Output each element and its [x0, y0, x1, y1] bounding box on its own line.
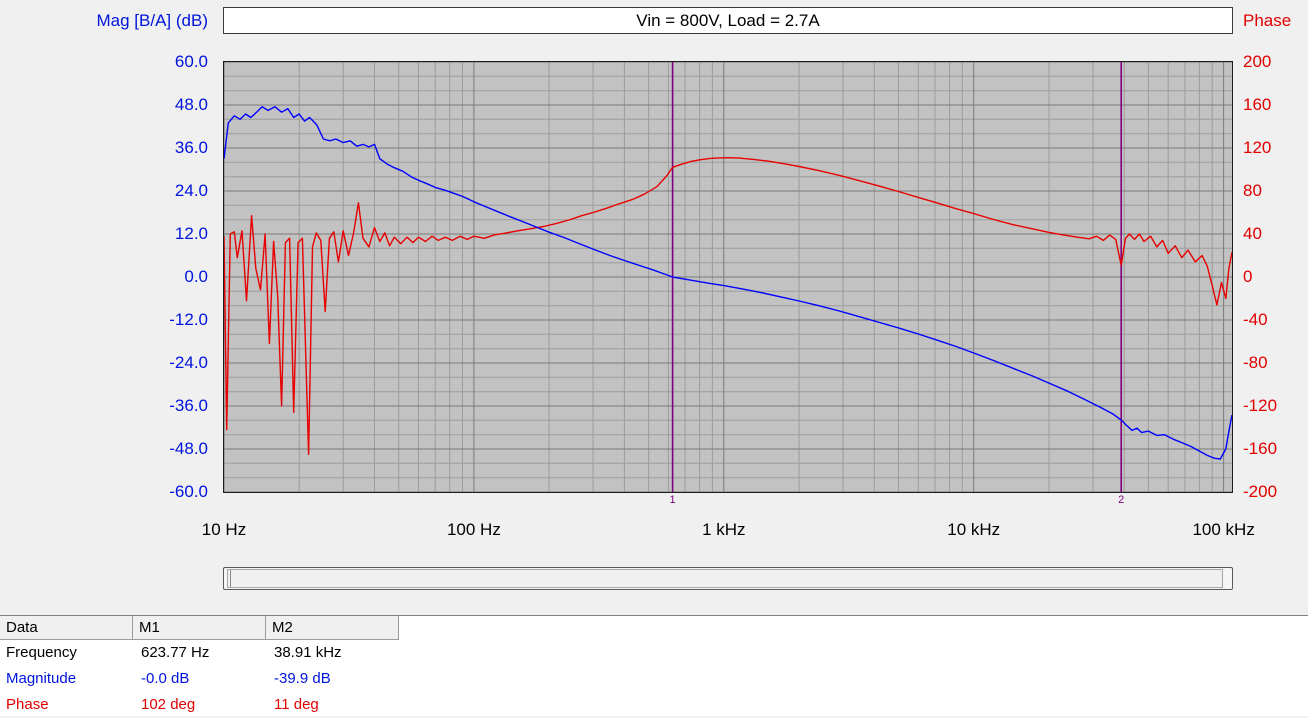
frequency-tick: 1 kHz — [702, 520, 746, 539]
mag-axis-tick: -36.0 — [169, 396, 208, 415]
m1-phase-value: 102 deg — [141, 696, 196, 713]
m2-frequency-value: 38.91 kHz — [274, 644, 342, 661]
frequency-tick: 100 Hz — [446, 520, 501, 539]
pan-scrollbar-grip[interactable] — [230, 570, 231, 587]
bode-plot-canvas[interactable] — [224, 62, 1232, 492]
table-header-m2: M2 — [266, 616, 399, 640]
phase-curve — [224, 157, 1232, 456]
phase-axis-tick: -200 — [1243, 482, 1278, 501]
phase-axis-ticks: 200 160 120 80 40 0 -40 -80 -120 -160 -200 — [1243, 52, 1307, 501]
phase-axis-tick: -40 — [1243, 310, 1268, 329]
table-header-filler — [399, 616, 1308, 640]
pan-scrollbar[interactable] — [223, 567, 1233, 590]
phase-axis-title: Phase — [1243, 11, 1292, 30]
phase-axis-tick: 200 — [1243, 52, 1272, 71]
pan-scrollbar-thumb[interactable] — [227, 569, 1223, 588]
m2-magnitude-value: -39.9 dB — [274, 670, 331, 687]
frequency-row-label: Frequency — [6, 644, 77, 661]
frequency-axis-ticks: 10 Hz 100 Hz 1 kHz 10 kHz 100 kHz — [202, 520, 1255, 544]
phase-axis-tick: 80 — [1243, 181, 1262, 200]
frequency-tick: 10 kHz — [947, 520, 1001, 539]
marker-label-1: 1 — [669, 494, 676, 506]
mag-axis-tick: 12.0 — [174, 224, 208, 243]
mag-axis-tick: -12.0 — [169, 310, 208, 329]
mag-axis-tick: 0.0 — [184, 267, 208, 286]
mag-axis-tick: -24.0 — [169, 353, 208, 372]
mag-axis-tick: 36.0 — [174, 138, 208, 157]
m2-phase-value: 11 deg — [274, 696, 319, 713]
mag-axis-tick: -60.0 — [169, 482, 208, 501]
frequency-tick: 100 kHz — [1192, 520, 1255, 539]
marker-label-2: 2 — [1118, 494, 1125, 506]
plot-title: Vin = 800V, Load = 2.7A — [223, 7, 1233, 34]
magnitude-curve — [224, 106, 1232, 460]
mag-axis-tick: -48.0 — [169, 439, 208, 458]
phase-row-label: Phase — [6, 696, 49, 713]
table-header-data: Data — [0, 616, 133, 640]
phase-axis-tick: 0 — [1243, 267, 1253, 286]
table-row-frequency: Frequency 623.77 Hz 38.91 kHz — [0, 640, 1308, 666]
table-row-magnitude: Magnitude -0.0 dB -39.9 dB — [0, 666, 1308, 692]
m1-magnitude-value: -0.0 dB — [141, 670, 190, 687]
plot-area[interactable] — [223, 61, 1233, 493]
table-row-phase: Phase 102 deg 11 deg — [0, 692, 1308, 718]
phase-axis-tick: 120 — [1243, 138, 1272, 157]
grid-major-lines — [224, 62, 1232, 492]
phase-axis-tick: -160 — [1243, 439, 1278, 458]
table-header-row: Data M1 M2 — [0, 616, 1308, 640]
phase-axis-tick: 40 — [1243, 224, 1262, 243]
mag-axis-ticks: 60.0 48.0 36.0 24.0 12.0 0.0 -12.0 -24.0 -36.0 -4… — [0, 52, 208, 501]
mag-axis-tick: 48.0 — [174, 95, 208, 114]
mag-axis-tick: 60.0 — [174, 52, 208, 71]
phase-axis-tick: -120 — [1243, 396, 1278, 415]
table-header-m1: M1 — [133, 616, 266, 640]
m1-frequency-value: 623.77 Hz — [141, 644, 210, 661]
mag-axis-tick: 24.0 — [174, 181, 208, 200]
phase-axis-tick: -80 — [1243, 353, 1268, 372]
mag-axis-title: Mag [B/A] (dB) — [96, 11, 208, 30]
frequency-tick: 10 Hz — [201, 520, 247, 539]
phase-axis-tick: 160 — [1243, 95, 1272, 114]
marker-data-panel: Data M1 M2 Frequency 623.77 Hz 38.91 kHz… — [0, 615, 1308, 716]
magnitude-row-label: Magnitude — [6, 670, 77, 687]
